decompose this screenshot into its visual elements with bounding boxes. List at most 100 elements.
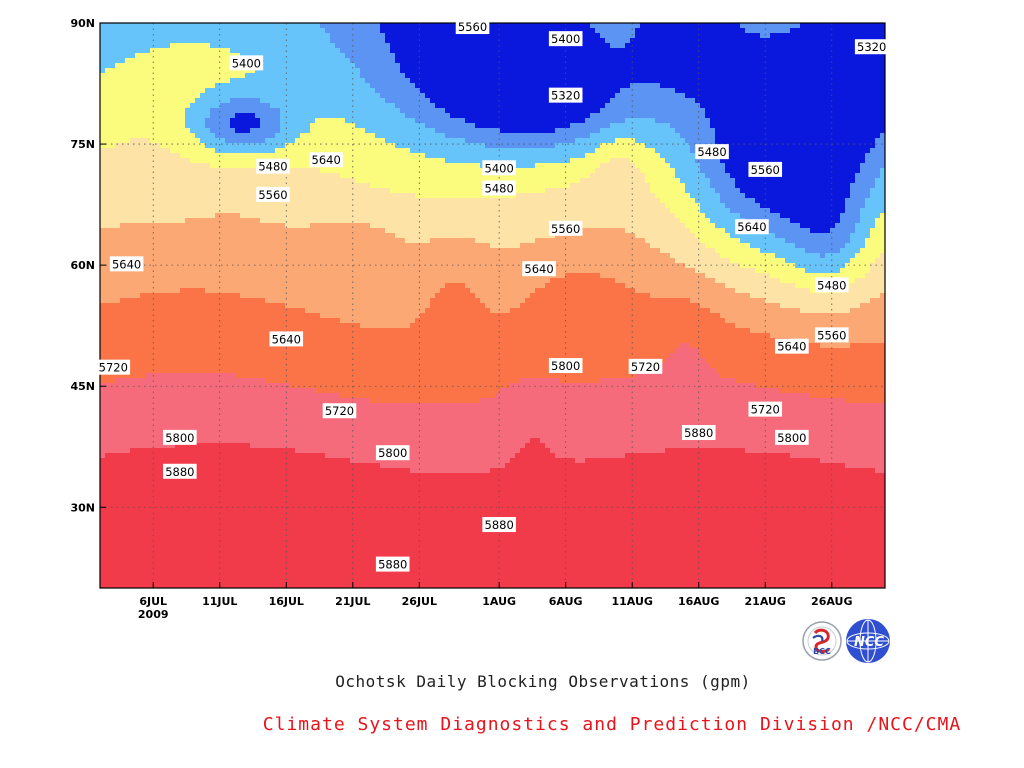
- contour-cell: [820, 343, 851, 349]
- contour-cell: [850, 193, 871, 199]
- contour-cell: [695, 98, 885, 104]
- contour-cell: [275, 148, 411, 154]
- contour-cell: [775, 233, 851, 239]
- contour-cell: [385, 228, 576, 234]
- x-tick-label: 21AUG: [745, 595, 786, 608]
- contour-cell: [100, 283, 446, 289]
- contour-cell: [100, 558, 885, 564]
- contour-cell: [100, 273, 566, 279]
- contour-label: 5880: [378, 558, 407, 572]
- contour-cell: [695, 268, 756, 274]
- contour-cell: [210, 163, 481, 169]
- contour-cell: [720, 158, 866, 164]
- contour-cell: [350, 58, 396, 64]
- contour-cell: [600, 108, 706, 114]
- contour-cell: [720, 313, 885, 319]
- contour-cell: [230, 118, 261, 124]
- svg-text:NCC: NCC: [854, 635, 884, 650]
- contour-cell: [795, 243, 846, 249]
- contour-cell: [635, 233, 696, 239]
- contour-cell: [150, 48, 231, 54]
- contour-cell: [600, 378, 736, 384]
- contour-cell: [100, 248, 661, 254]
- contour-cell: [625, 118, 656, 124]
- contour-cell: [645, 143, 691, 149]
- contour-cell: [865, 273, 885, 279]
- contour-cell: [100, 58, 126, 64]
- contour-cell: [100, 143, 116, 149]
- contour-cell: [805, 268, 841, 274]
- contour-cell: [700, 303, 781, 309]
- contour-cell: [430, 298, 481, 304]
- contour-cell: [100, 483, 885, 489]
- contour-cell: [185, 113, 211, 119]
- contour-cell: [100, 53, 136, 59]
- contour-cell: [690, 193, 721, 199]
- contour-cell: [430, 303, 486, 309]
- contour-cell: [730, 258, 786, 264]
- contour-cell: [100, 398, 371, 404]
- contour-cell: [710, 118, 885, 124]
- contour-label: 5720: [751, 403, 780, 417]
- contour-cell: [675, 128, 716, 134]
- contour-cell: [610, 158, 631, 164]
- contour-cell: [370, 83, 416, 89]
- contour-cell: [870, 188, 885, 194]
- contour-cell: [100, 173, 341, 179]
- contour-cell: [100, 23, 321, 29]
- contour-cell: [790, 453, 885, 459]
- contour-cell: [635, 33, 761, 39]
- contour-cell: [255, 113, 281, 119]
- contour-cell: [490, 243, 521, 249]
- contour-cell: [100, 83, 216, 89]
- contour-cell: [615, 138, 636, 144]
- contour-cell: [100, 118, 186, 124]
- contour-cell: [740, 238, 786, 244]
- contour-label-box: [482, 180, 516, 196]
- contour-cell: [820, 253, 826, 259]
- contour-cell: [315, 388, 501, 394]
- contour-label-box: [548, 31, 583, 47]
- contour-cell: [185, 218, 261, 224]
- contour-cell: [845, 203, 866, 209]
- contour-cell: [655, 193, 691, 199]
- contour-cell: [685, 93, 885, 99]
- contour-cell: [340, 393, 496, 399]
- contour-cell: [385, 138, 466, 144]
- contour-cell: [100, 493, 885, 499]
- contour-cell: [135, 53, 241, 59]
- contour-cell: [465, 138, 576, 144]
- contour-cell: [540, 438, 885, 444]
- contour-cell: [670, 208, 701, 214]
- x-tick-label: 11JUL: [202, 595, 237, 608]
- contour-cell: [855, 228, 871, 234]
- contour-cell: [595, 28, 636, 34]
- contour-cell: [235, 128, 251, 134]
- contour-cell: [850, 183, 876, 189]
- contour-cell: [440, 288, 471, 294]
- contour-cell: [300, 133, 376, 139]
- contour-cell: [750, 293, 881, 299]
- contour-cell: [100, 358, 666, 364]
- contour-cell: [100, 93, 201, 99]
- contour-cell: [100, 293, 141, 299]
- contour-cell: [100, 363, 661, 369]
- contour-cell: [800, 308, 851, 314]
- contour-cell: [790, 218, 841, 224]
- contour-cell: [660, 248, 716, 254]
- contour-cell: [700, 203, 726, 209]
- contour-cell: [100, 418, 885, 424]
- x-tick-label: 16JUL: [269, 595, 304, 608]
- contour-cell: [310, 128, 366, 134]
- contour-cell: [625, 228, 691, 234]
- contour-cell: [530, 293, 651, 299]
- contour-cell: [765, 228, 811, 234]
- contour-cell: [700, 168, 726, 174]
- contour-cell: [675, 168, 701, 174]
- contour-cell: [855, 253, 881, 259]
- contour-label-box: [681, 425, 716, 441]
- contour-cell: [705, 273, 771, 279]
- contour-cell: [130, 448, 296, 454]
- contour-cell: [700, 353, 885, 359]
- contour-cell: [845, 198, 866, 204]
